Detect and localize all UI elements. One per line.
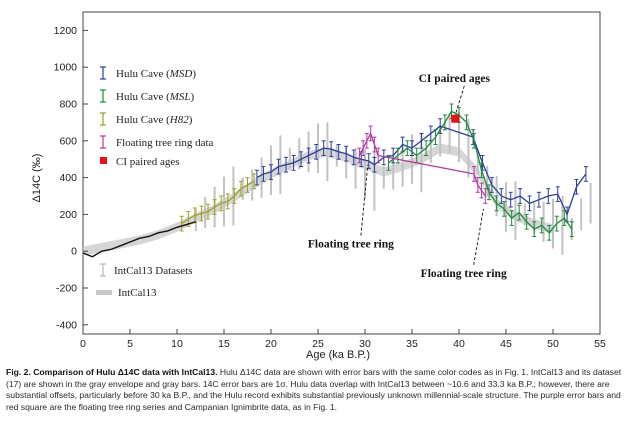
legend-hulu-prefix-1: Hulu Cave ( [116, 68, 170, 80]
legend-item-msl: Hulu Cave (MSL) [100, 89, 195, 103]
holocene-record-line [82, 221, 196, 258]
y-tick-label: 0 [71, 246, 77, 258]
legend-hulu-prefix-3: Hulu Cave ( [116, 114, 170, 126]
legend-item-intcal: IntCal13 [96, 287, 157, 299]
x-tick-label: 40 [453, 338, 465, 350]
y-tick-label: -200 [56, 283, 77, 295]
x-tick-label: 30 [359, 338, 371, 350]
intcal13-envelope [83, 143, 553, 256]
chart: -400 -200 0 200 400 600 800 1000 1200 0 5 10 15 20 25 3… [31, 11, 606, 361]
legend-item-h82: Hulu Cave (H82) [100, 112, 193, 126]
figure-caption: Fig. 2. Comparison of Hulu Δ14C data wit… [6, 367, 632, 413]
caption-title: Fig. 2. Comparison of Hulu Δ14C data wit… [6, 367, 218, 377]
x-tick-label: 5 [127, 338, 133, 350]
legend-suffix-1: ) [192, 68, 196, 80]
y-tick-label: 200 [59, 209, 77, 221]
x-tick-label: 15 [218, 338, 230, 350]
annotation-pointer [454, 85, 465, 116]
x-tick-label: 0 [80, 338, 86, 350]
annotation-pointer [473, 208, 484, 266]
annotations-layer: CI paired ages Floating tree ring Floating… [308, 73, 507, 280]
legend-h82-label: H82 [169, 114, 189, 126]
svg-text:Hulu Cave (H82): Hulu Cave (H82) [116, 114, 193, 126]
y-tick-label: 800 [59, 99, 77, 111]
x-tick-label: 50 [547, 338, 559, 350]
intcal13-envelope-layer [83, 143, 553, 256]
legend-intcal: IntCal13 Datasets IntCal13 [96, 263, 193, 299]
legend-suffix-3: ) [189, 114, 193, 126]
series-trace [388, 110, 573, 234]
legend-main: Hulu Cave (MSD) Hulu Cave (MSL) Hulu Cav… [100, 66, 214, 168]
y-axis-title: Δ14C (‰) [31, 154, 43, 203]
legend-hulu-prefix-2: Hulu Cave ( [116, 91, 170, 103]
legend-msd-label: MSD [169, 68, 193, 80]
legend-msl-label: MSL [169, 91, 191, 103]
series-trace [181, 180, 255, 225]
svg-text:Hulu Cave (MSD): Hulu Cave (MSD) [116, 68, 196, 80]
x-tick-label: 25 [312, 338, 324, 350]
caption-body: Hulu Δ14C data are shown with error bars… [6, 367, 622, 412]
y-tick-label: -400 [56, 319, 77, 331]
x-tick-label: 35 [406, 338, 418, 350]
legend-floating-label: Floating tree ring data [116, 137, 214, 149]
series-trace [358, 131, 486, 197]
x-tick-label: 45 [500, 338, 512, 350]
legend-intcal-datasets-label: IntCal13 Datasets [114, 265, 193, 277]
annotation-label: Floating tree ring [308, 239, 394, 251]
y-tick-label: 1000 [54, 62, 78, 74]
x-axis-title: Age (ka B.P.) [306, 349, 370, 361]
legend-item-floating: Floating tree ring data [100, 135, 214, 149]
legend-item-msd: Hulu Cave (MSD) [100, 66, 196, 80]
svg-text:Hulu Cave (MSL): Hulu Cave (MSL) [116, 91, 195, 103]
y-tick-label: 1200 [54, 25, 78, 37]
plot-frame [82, 11, 601, 335]
annotation-label: Floating tree ring [421, 268, 507, 280]
legend-item-ci: CI paired ages [100, 156, 180, 168]
annotation-label: CI paired ages [419, 73, 491, 85]
x-tick-label: 10 [171, 338, 183, 350]
x-tick-label: 20 [265, 338, 277, 350]
ci-paired-age-point [451, 114, 460, 123]
axes-layer: -400 -200 0 200 400 600 800 1000 1200 0 5 10 15 20 25 3… [54, 25, 606, 350]
x-tick-label: 55 [594, 338, 606, 350]
legend-item-intcal-datasets: IntCal13 Datasets [100, 263, 193, 277]
legend-suffix-2: ) [191, 91, 195, 103]
y-tick-label: 600 [59, 135, 77, 147]
y-tick-label: 400 [59, 172, 77, 184]
legend-intcal-label: IntCal13 [118, 287, 157, 299]
hulu-series-layer [82, 103, 588, 258]
annotation-pointer [360, 164, 369, 236]
legend-ci-label: CI paired ages [116, 156, 180, 168]
